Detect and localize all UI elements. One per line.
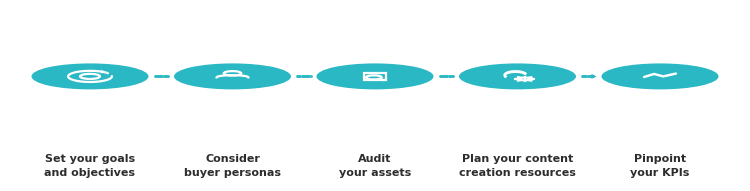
Text: Pinpoint
your KPIs: Pinpoint your KPIs [630, 154, 690, 178]
Text: Consider
buyer personas: Consider buyer personas [184, 154, 281, 178]
Ellipse shape [32, 63, 148, 89]
Text: Plan your content
creation resources: Plan your content creation resources [459, 154, 576, 178]
Ellipse shape [316, 63, 434, 89]
Text: Set your goals
and objectives: Set your goals and objectives [44, 154, 136, 178]
Ellipse shape [459, 63, 576, 89]
Bar [364, 73, 386, 80]
Ellipse shape [174, 63, 291, 89]
Text: Audit
your assets: Audit your assets [339, 154, 411, 178]
Ellipse shape [602, 63, 718, 89]
